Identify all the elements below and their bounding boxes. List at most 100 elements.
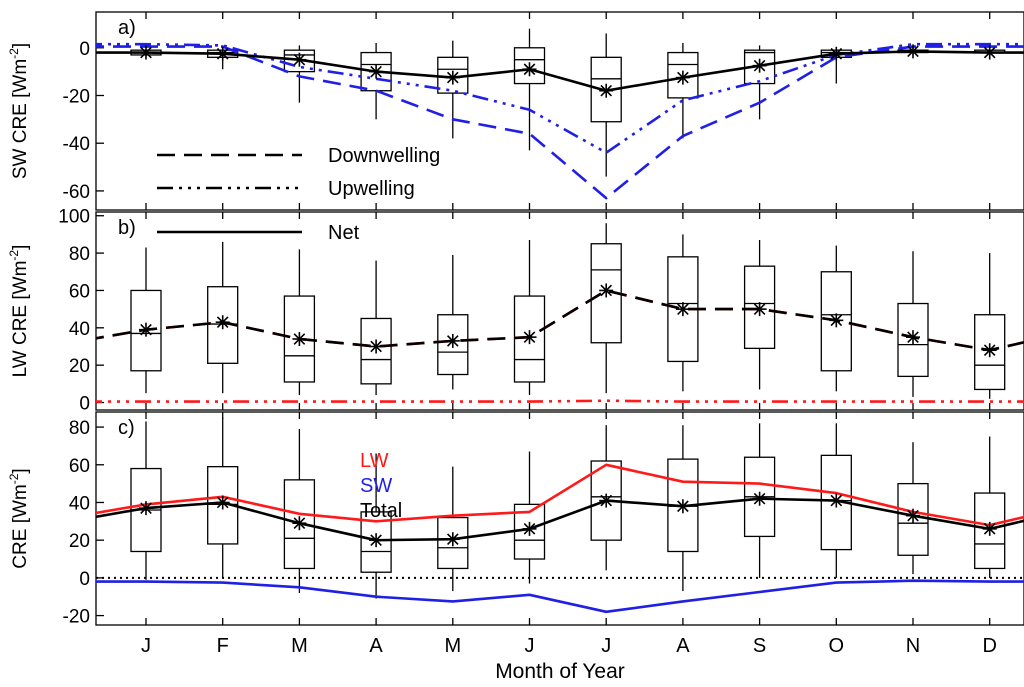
series-downwelling-line — [96, 289, 1024, 352]
series-lw-line — [96, 463, 1024, 527]
box-iqr — [283, 479, 316, 570]
y-tick-label: -40 — [63, 134, 90, 155]
plot-area — [96, 417, 1024, 614]
marker-net-5 — [522, 330, 537, 345]
plot-area — [96, 28, 1024, 200]
y-tick-label: 20 — [69, 531, 90, 552]
marker-total-10 — [906, 508, 920, 523]
series-downwelling-line — [96, 45, 1024, 200]
box-s-8 — [743, 240, 776, 390]
marker-total-3 — [369, 533, 384, 548]
box-iqr — [974, 492, 1006, 570]
legend-sw-label: SW — [360, 475, 392, 497]
legend-downwelling-label: Downwelling — [328, 145, 440, 167]
box-a-7 — [667, 43, 699, 139]
marker-net-9 — [829, 313, 844, 328]
box-iqr — [130, 289, 162, 372]
y-tick-label: 0 — [79, 39, 90, 60]
marker-net-2 — [292, 52, 307, 67]
y-tick-label: 20 — [69, 356, 90, 377]
legend-color: LW SW Total — [360, 450, 402, 522]
y-axis-label: LW CRE [Wm-2] — [7, 245, 31, 378]
box-m-4 — [437, 466, 469, 592]
box-j-0 — [130, 421, 162, 580]
series-total-line — [96, 497, 1024, 542]
marker-total-8 — [752, 491, 767, 506]
x-tick-label: M — [291, 635, 308, 657]
marker-net-7 — [675, 70, 690, 85]
panel-a: 0 -20 -40 -60 a) SW CRE [Wm-2] — [7, 11, 1024, 211]
marker-net-8 — [752, 302, 767, 317]
panel-frame — [95, 11, 1024, 211]
y-axis-label: CRE [Wm-2] — [7, 468, 31, 568]
y-tick-label: 80 — [69, 244, 90, 265]
box-iqr — [743, 265, 776, 350]
legend-linestyle: Downwelling Upwelling Net — [157, 145, 440, 244]
y-tick-label: 60 — [69, 281, 90, 302]
series-net-line — [96, 289, 1024, 352]
x-axis: Month of Year J F M A M J J A S O N D — [141, 635, 997, 683]
marker-total-4 — [445, 532, 460, 547]
x-tick-label: A — [369, 635, 383, 657]
marker-net-10 — [906, 330, 920, 345]
marker-total-7 — [675, 499, 690, 514]
box-j-5 — [513, 240, 546, 396]
box-n-10 — [897, 251, 929, 397]
box-d-11 — [974, 253, 1006, 399]
y-tick-label: 80 — [69, 418, 90, 439]
y-tick-label: 60 — [69, 456, 90, 477]
y-tick-label: -60 — [63, 182, 90, 203]
marker-net-1 — [215, 46, 230, 61]
legend-total-label: Total — [360, 500, 402, 522]
marker-total-5 — [522, 521, 537, 536]
marker-net-6 — [599, 283, 614, 298]
panel-tag: a) — [118, 17, 136, 39]
marker-net-4 — [445, 333, 460, 348]
box-j-0 — [130, 247, 162, 394]
box-iqr — [513, 47, 546, 85]
x-tick-label: N — [906, 635, 920, 657]
x-tick-label: O — [829, 635, 845, 657]
marker-net-3 — [369, 339, 384, 354]
marker-net-0 — [139, 45, 153, 60]
marker-total-6 — [599, 493, 614, 508]
series-net-line — [96, 50, 1024, 92]
x-tick-label: F — [217, 635, 229, 657]
series-upwelling-line — [96, 42, 1024, 154]
marker-net-6 — [599, 83, 614, 98]
marker-net-10 — [906, 44, 920, 59]
marker-net-3 — [369, 64, 384, 79]
series-sw-line — [96, 579, 1024, 614]
box-iqr — [360, 317, 392, 385]
box-j-5 — [513, 451, 546, 584]
x-axis-label: Month of Year — [495, 660, 625, 683]
y-tick-label: 100 — [58, 207, 90, 228]
series-upwelling-line — [96, 399, 1024, 403]
y-tick-label: -20 — [63, 607, 90, 628]
marker-total-9 — [829, 493, 844, 508]
y-tick-label: 40 — [69, 493, 90, 514]
box-a-3 — [360, 453, 392, 599]
marker-net-5 — [522, 62, 537, 77]
panel-frame — [95, 211, 1024, 411]
marker-net-11 — [982, 45, 997, 60]
box-iqr — [207, 286, 239, 364]
panel-b: 0 20 40 60 80 100 b) LW CRE [Wm-2] — [7, 207, 1024, 415]
box-m-4 — [437, 40, 469, 139]
box-m-4 — [437, 254, 469, 390]
marker-net-7 — [675, 302, 690, 317]
y-tick-label: -20 — [63, 86, 90, 107]
y-tick-label: 0 — [79, 569, 90, 590]
x-tick-label: J — [141, 635, 151, 657]
box-j-6 — [590, 33, 622, 177]
box-iqr — [360, 511, 392, 573]
box-iqr — [897, 302, 929, 378]
panel-c: -20 0 20 40 60 80 c) CRE [Wm-2] — [7, 411, 1024, 628]
box-m-2 — [283, 249, 316, 396]
marker-net-11 — [982, 343, 997, 358]
x-tick-label: J — [525, 635, 535, 657]
x-tick-label: M — [444, 635, 461, 657]
panel-frame — [95, 411, 1024, 626]
legend-upwelling-label: Upwelling — [328, 178, 415, 200]
x-tick-label: A — [676, 635, 690, 657]
